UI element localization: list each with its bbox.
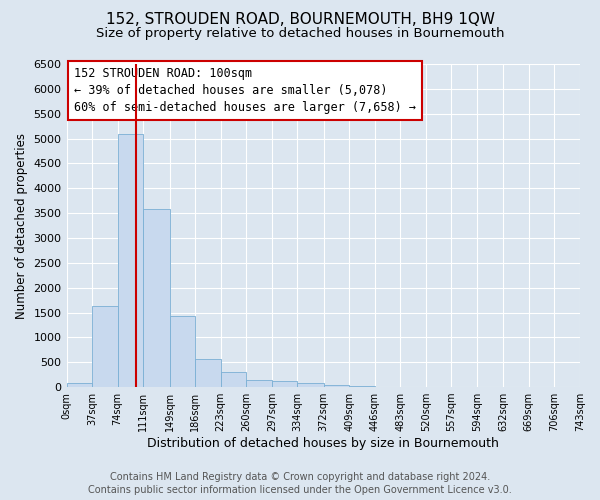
Bar xyxy=(272,381,298,387)
Bar xyxy=(67,384,92,387)
X-axis label: Distribution of detached houses by size in Bournemouth: Distribution of detached houses by size … xyxy=(148,437,499,450)
Text: 152, STROUDEN ROAD, BOURNEMOUTH, BH9 1QW: 152, STROUDEN ROAD, BOURNEMOUTH, BH9 1QW xyxy=(106,12,494,28)
Y-axis label: Number of detached properties: Number of detached properties xyxy=(15,132,28,318)
Bar xyxy=(118,134,143,387)
Text: Contains public sector information licensed under the Open Government Licence v3: Contains public sector information licen… xyxy=(88,485,512,495)
Bar xyxy=(143,210,170,387)
Bar xyxy=(323,384,349,387)
Bar xyxy=(92,306,118,387)
Bar xyxy=(195,358,221,387)
Bar xyxy=(349,386,375,387)
Text: Size of property relative to detached houses in Bournemouth: Size of property relative to detached ho… xyxy=(96,28,504,40)
Bar xyxy=(246,380,272,387)
Text: 152 STROUDEN ROAD: 100sqm
← 39% of detached houses are smaller (5,078)
60% of se: 152 STROUDEN ROAD: 100sqm ← 39% of detac… xyxy=(74,67,416,114)
Bar xyxy=(170,316,195,387)
Bar xyxy=(221,372,246,387)
Bar xyxy=(298,384,323,387)
Text: Contains HM Land Registry data © Crown copyright and database right 2024.: Contains HM Land Registry data © Crown c… xyxy=(110,472,490,482)
